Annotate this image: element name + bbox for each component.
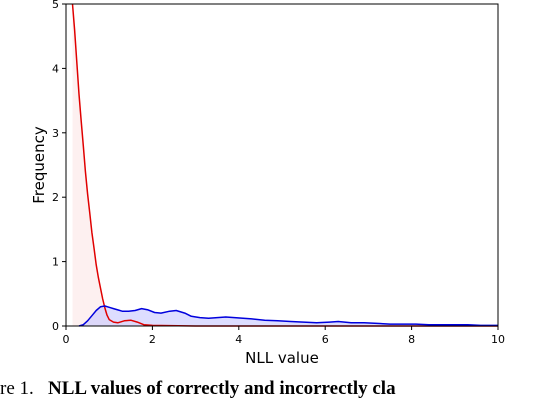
y-tick-label: 3 (52, 127, 59, 140)
series-2-area (79, 306, 498, 326)
plot-frame (65, 3, 499, 327)
x-tick-label: 10 (491, 333, 505, 346)
x-axis-label: NLL value (245, 349, 319, 367)
y-axis-ticks: 0 1 2 3 4 5 (52, 0, 66, 333)
x-tick-label: 6 (322, 333, 329, 346)
series-2-line (78, 305, 498, 327)
x-tick-label: 8 (408, 333, 415, 346)
x-axis-ticks: 0 2 4 6 8 10 (63, 326, 505, 346)
x-tick-label: 4 (235, 333, 242, 346)
y-tick-label: 4 (52, 62, 59, 75)
y-axis-label: Frequency (30, 126, 48, 204)
caption-bold-text: NLL values of correctly and incorrectly … (48, 378, 396, 399)
caption-prefix: re 1. (0, 378, 34, 399)
nll-chart: 0 2 4 6 8 10 0 1 2 3 4 5 NLL value Frequency (30, 0, 505, 367)
series-1-area (72, 4, 498, 326)
series-lines (71, 3, 498, 327)
y-tick-label: 5 (52, 0, 59, 11)
y-tick-label: 0 (52, 320, 59, 333)
figure-caption: re 1. NLL values of correctly and incorr… (0, 378, 534, 400)
x-tick-label: 2 (149, 333, 156, 346)
y-tick-label: 1 (52, 256, 59, 269)
y-tick-label: 2 (52, 191, 59, 204)
series-1-line (71, 3, 498, 327)
series-fills (72, 4, 498, 326)
x-tick-label: 0 (63, 333, 70, 346)
